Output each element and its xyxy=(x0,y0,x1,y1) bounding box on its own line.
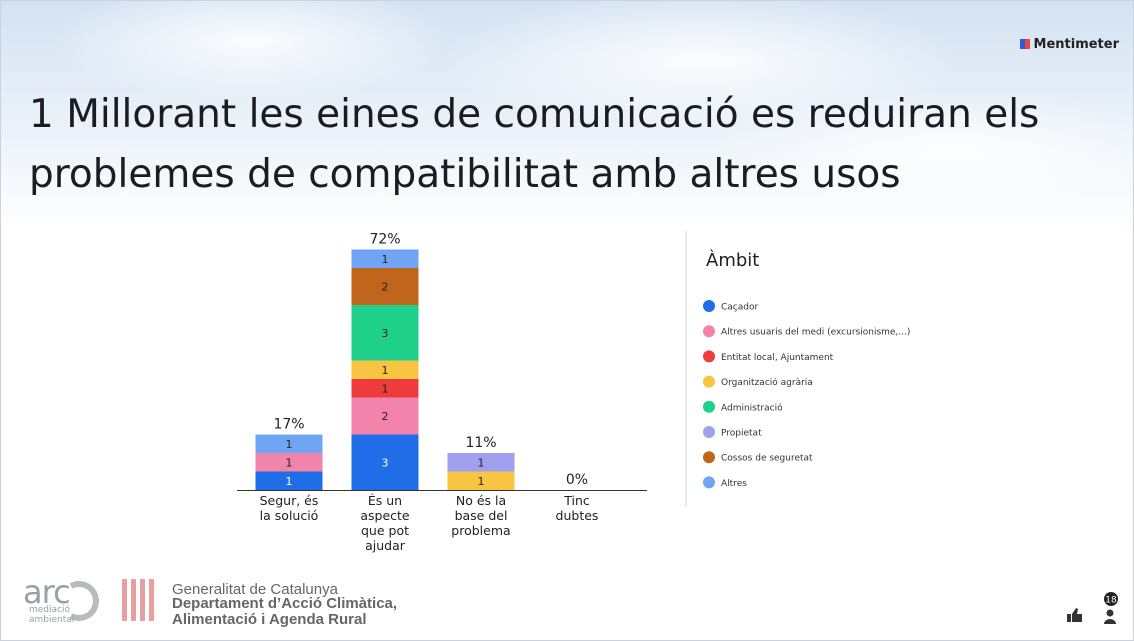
legend-label: Organització agrària xyxy=(721,377,813,388)
bar-segment xyxy=(255,434,323,453)
legend-swatch xyxy=(703,400,715,413)
arc-logo-sub: mediació xyxy=(29,605,70,615)
bar-segment xyxy=(351,249,419,268)
legend-label: Altres xyxy=(721,479,747,489)
bar-segment xyxy=(255,453,323,472)
legend-label: Cossos de seguretat xyxy=(721,454,813,464)
legend-label: Caçador xyxy=(721,303,758,313)
total-label: 0% xyxy=(566,472,588,488)
x-tick-label: Tinc dubtes xyxy=(555,493,599,523)
total-label: 72% xyxy=(369,232,400,248)
footer-org: Generalitat de Catalunya xyxy=(172,581,338,598)
legend-label: Entitat local, Ajuntament xyxy=(721,353,834,363)
legend-swatch xyxy=(703,300,715,312)
segment-label: 1 xyxy=(478,475,485,488)
segment-label: 1 xyxy=(382,253,389,266)
legend-swatch xyxy=(703,426,715,438)
footer-dept: Alimentació i Agenda Rural xyxy=(172,611,367,628)
legend-swatch xyxy=(703,350,715,363)
segment-label: 1 xyxy=(382,364,389,377)
segment-label: 2 xyxy=(382,410,389,423)
bar-segment xyxy=(351,360,419,379)
bar-segment xyxy=(351,379,419,398)
bar-segment xyxy=(351,305,419,361)
generalitat-logo xyxy=(122,579,154,621)
bar-segment xyxy=(255,471,323,490)
legend-swatch xyxy=(703,375,715,388)
legend-label: Propietat xyxy=(721,429,762,439)
arc-logo: arc xyxy=(23,573,71,611)
legend-swatch xyxy=(703,476,715,489)
legend-swatch xyxy=(703,451,715,464)
x-tick-label: No és la base del problema xyxy=(451,493,511,538)
segment-label: 1 xyxy=(478,456,485,469)
brand: Mentimeter xyxy=(1020,37,1119,52)
legend-label: Altres usuaris del medi (excursionisme,.… xyxy=(721,328,910,338)
x-tick-label: És un aspecte que pot ajudar xyxy=(360,493,410,553)
segment-label: 1 xyxy=(286,438,293,451)
segment-label: 1 xyxy=(286,475,293,488)
bar-segment xyxy=(351,434,419,490)
slide-title: 1 Millorant les eines de comunicació es … xyxy=(29,92,1040,197)
bar-segment xyxy=(351,397,419,435)
participants-count: 18 xyxy=(1105,596,1117,606)
like-button[interactable] xyxy=(1067,608,1082,622)
segment-label: 1 xyxy=(286,456,293,469)
segment-label: 3 xyxy=(382,456,389,469)
legend-title: Àmbit xyxy=(706,249,759,271)
legend-label: Administració xyxy=(721,402,783,413)
segment-label: 2 xyxy=(382,281,389,294)
bar-segment xyxy=(447,471,515,490)
arc-logo-sub: ambiental xyxy=(29,615,75,625)
segment-label: 1 xyxy=(382,382,389,395)
total-label: 11% xyxy=(465,435,496,451)
bar-segment xyxy=(447,453,515,472)
legend-swatch xyxy=(703,325,715,338)
total-label: 17% xyxy=(273,417,304,433)
participants-icon xyxy=(1104,592,1118,624)
segment-label: 3 xyxy=(382,327,389,340)
footer-dept: Departament d’Acció Climàtica, xyxy=(172,595,398,612)
arc-logo-mark xyxy=(69,581,99,621)
x-tick-label: Segur, és la solució xyxy=(259,493,319,523)
bar-segment xyxy=(351,268,419,305)
